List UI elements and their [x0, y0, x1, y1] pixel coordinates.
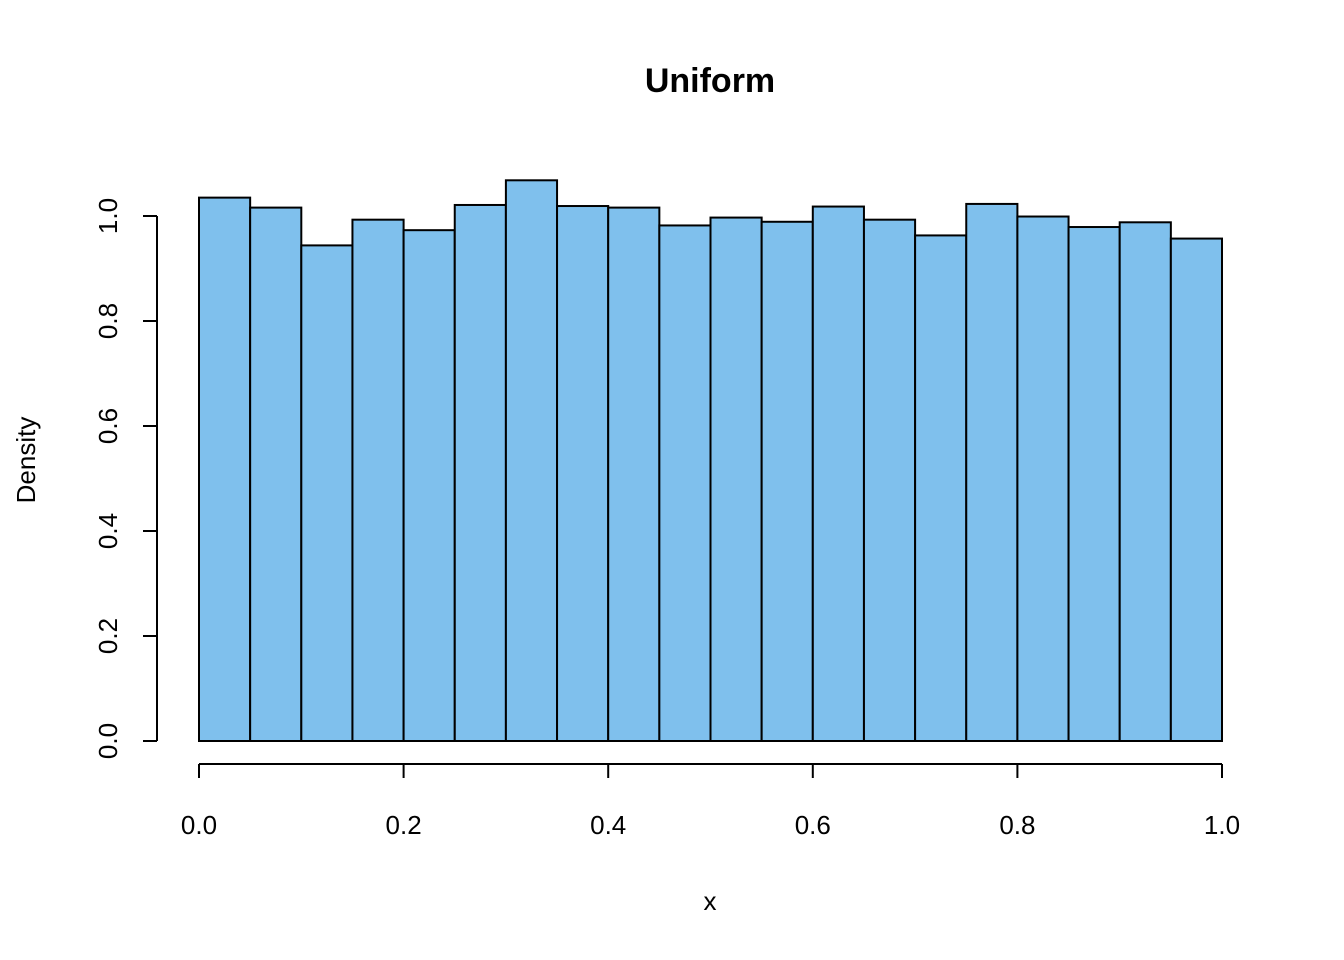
histogram-bar [300, 244, 354, 742]
y-tick-label: 0.2 [93, 618, 123, 654]
x-tick-label: 0.6 [795, 810, 831, 840]
chart-title: Uniform [645, 62, 775, 100]
histogram-bar [965, 202, 1019, 743]
x-tick-label: 0.2 [386, 810, 422, 840]
y-tick-label: 1.0 [93, 198, 123, 234]
y-tick-label: 0.6 [93, 408, 123, 444]
x-tick-label: 0.0 [181, 810, 217, 840]
histogram-bar [607, 206, 661, 743]
x-tick-label: 1.0 [1204, 810, 1240, 840]
y-tick-label: 0.4 [93, 513, 123, 549]
histogram-bar [351, 218, 405, 743]
histogram-bar [556, 205, 610, 742]
histogram-bar [709, 216, 763, 742]
histogram-bar [658, 224, 712, 742]
histogram-bar [402, 229, 456, 743]
histogram-bar [1016, 215, 1070, 742]
histogram-bar [811, 205, 865, 743]
x-axis: 0.0 0.2 0.4 0.6 0.8 1.0 [181, 763, 1240, 840]
y-tick-label: 0.8 [93, 303, 123, 339]
histogram-bar [862, 218, 917, 743]
histogram-bar [1067, 226, 1121, 742]
x-tick-label: 0.4 [590, 810, 626, 840]
histogram-bar [198, 196, 252, 742]
x-axis-label: x [704, 886, 717, 916]
histogram-bar [1169, 237, 1223, 742]
histogram-bar [914, 234, 968, 743]
x-tick-label: 0.8 [999, 810, 1035, 840]
y-axis-label: Density [11, 417, 41, 504]
histogram-bar [504, 179, 559, 743]
bars-group [198, 179, 1223, 743]
histogram-bar [760, 220, 814, 742]
y-tick-label: 0.0 [93, 723, 123, 759]
histogram-bar [249, 206, 303, 743]
histogram-bar [1118, 221, 1172, 743]
y-axis: 0.0 0.2 0.4 0.6 0.8 1.0 [93, 198, 158, 759]
histogram-bar [453, 203, 507, 743]
